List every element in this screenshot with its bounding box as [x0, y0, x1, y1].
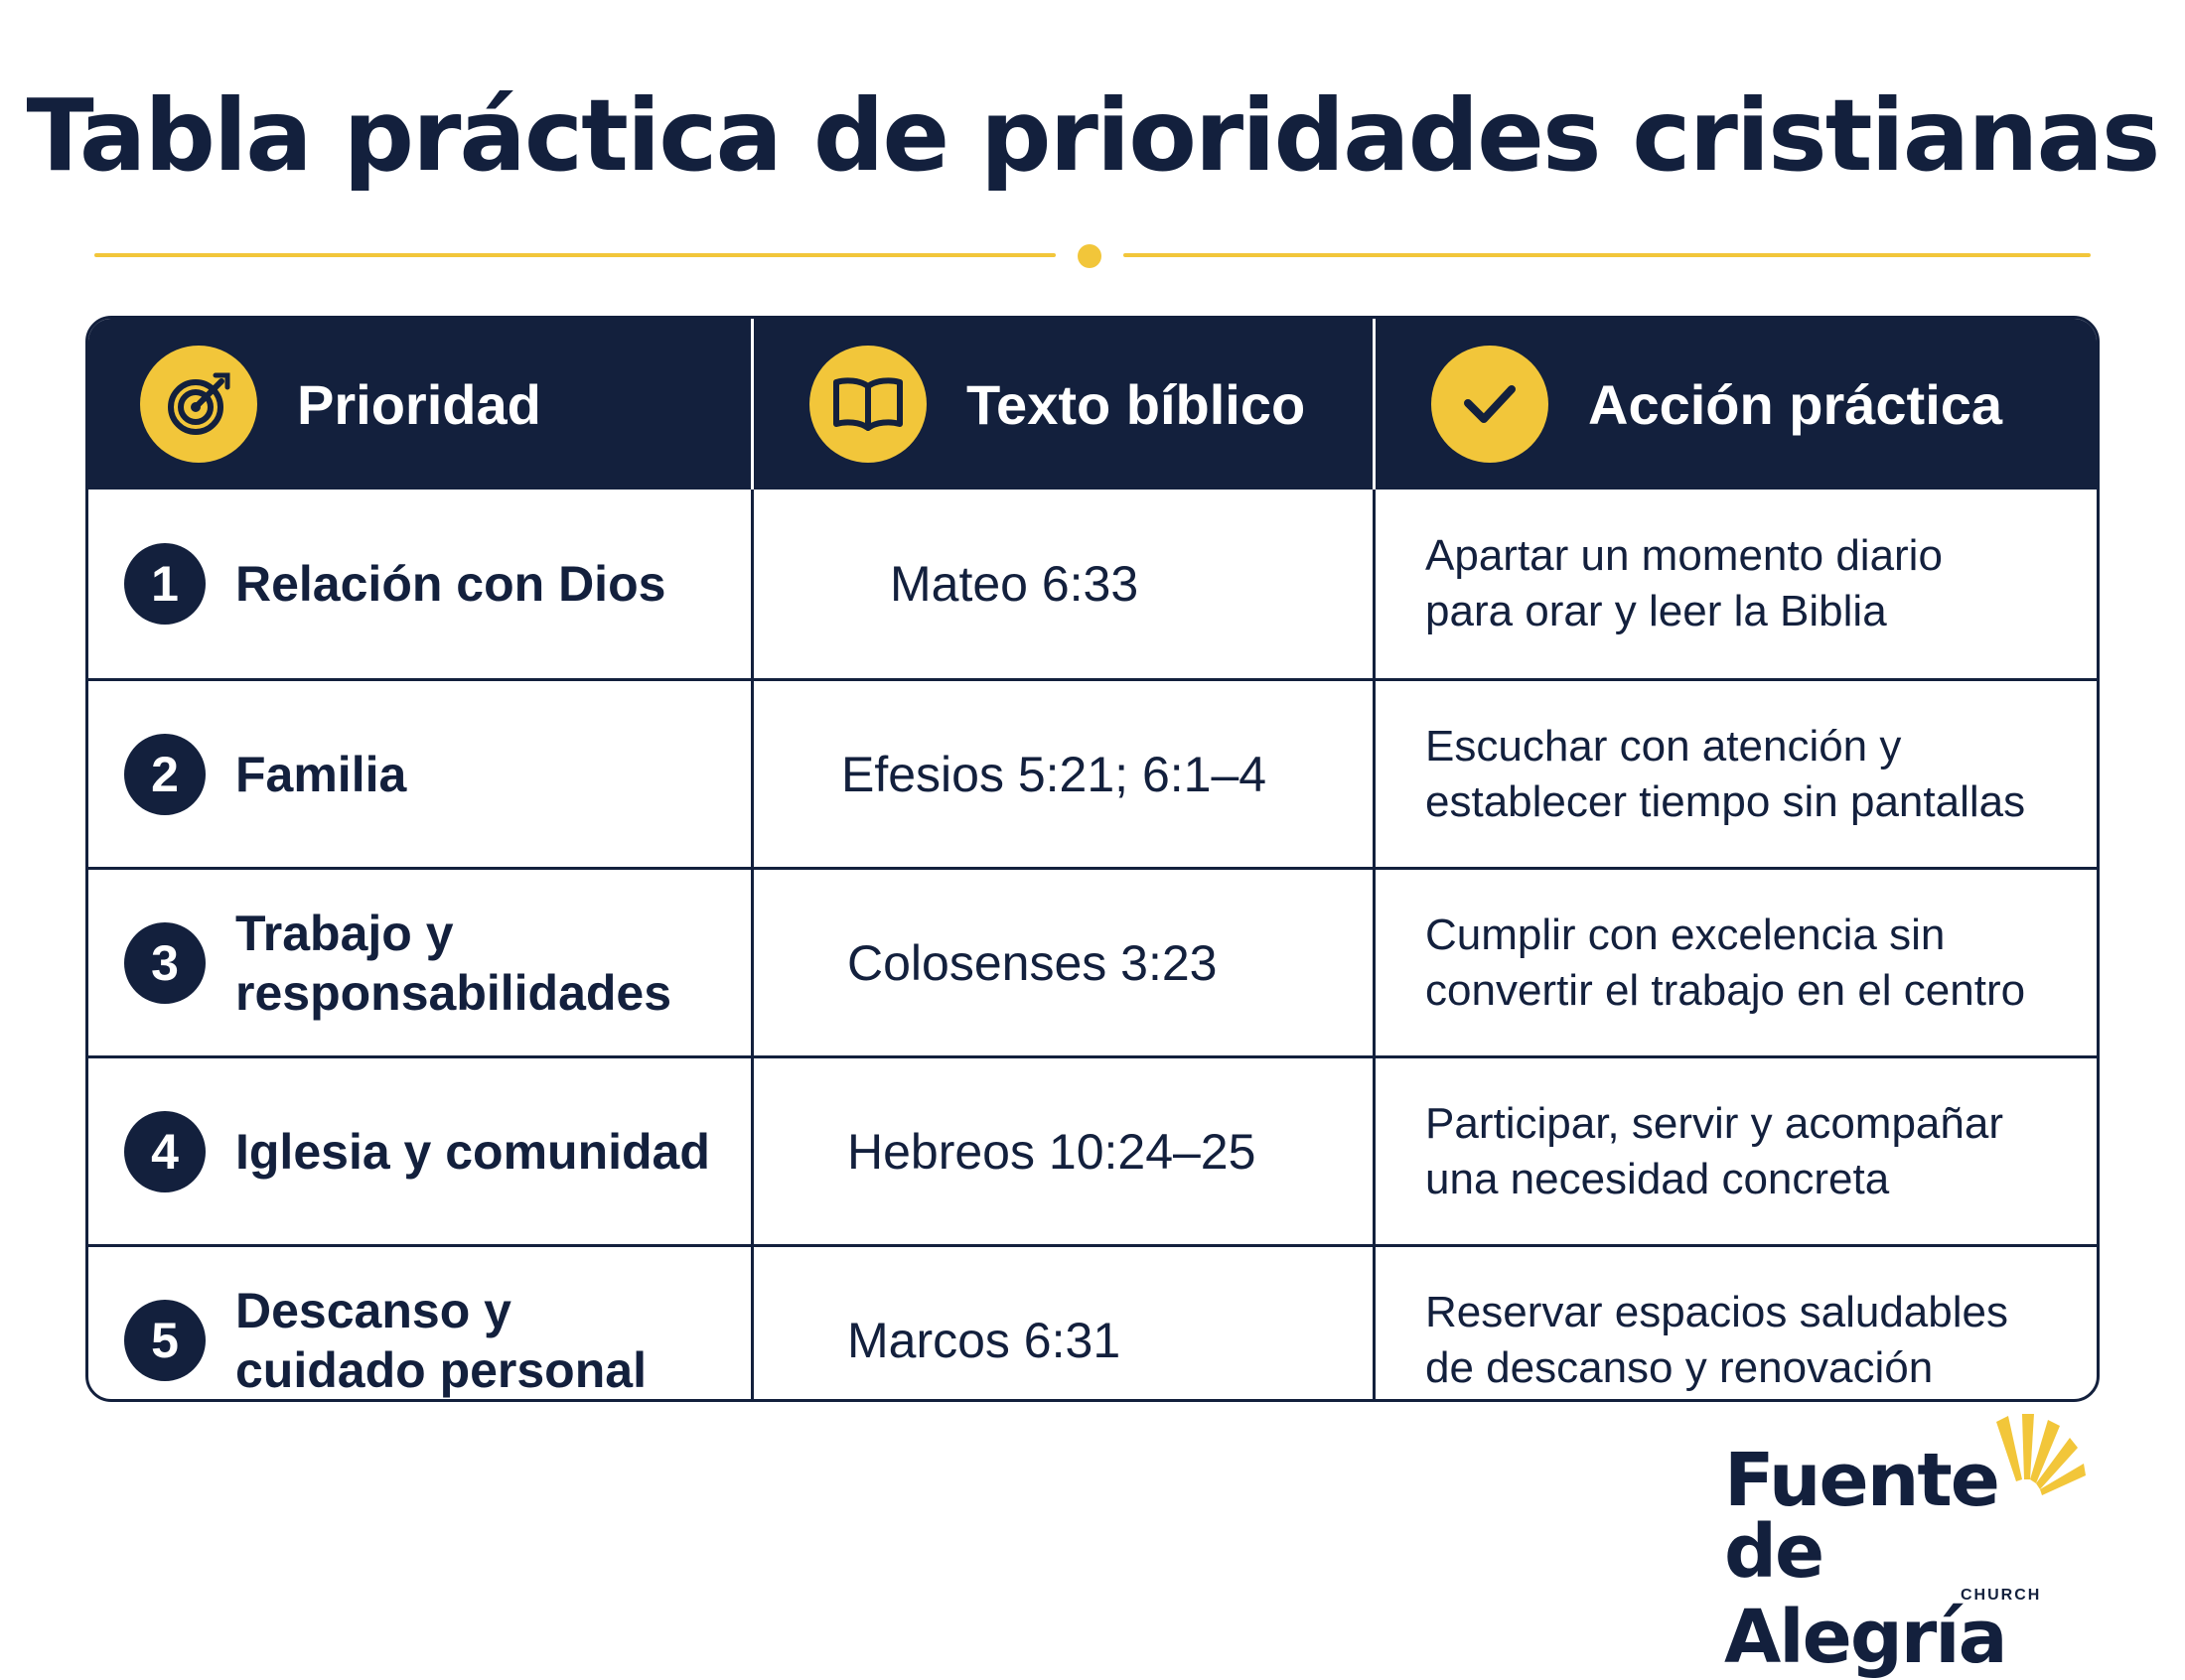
action-cell: Participar, servir y acompañar una necesi… [1373, 1058, 2097, 1244]
title-divider [94, 244, 2091, 268]
header-bible-text-label: Texto bíblico [966, 372, 1306, 436]
bible-reference: Efesios 5:21; 6:1–4 [841, 746, 1267, 802]
action-line-2: convertir el trabajo en el centro [1425, 965, 2026, 1015]
priority-cell: 2 Familia [88, 681, 751, 867]
table-row: 1 Relación con Dios Mateo 6:33 Apartar u… [88, 490, 2097, 678]
priorities-table: Prioridad Texto bíblico Acción práctica [85, 316, 2100, 1402]
sunburst-icon [1996, 1414, 2086, 1495]
checkmark-icon [1431, 346, 1548, 463]
bible-reference: Marcos 6:31 [847, 1312, 1121, 1368]
bible-reference: Colosenses 3:23 [847, 934, 1218, 991]
church-logo: Fuente de Alegría CHURCH [1724, 1410, 2092, 1680]
action-line-1: Reservar espacios saludables [1425, 1287, 2008, 1336]
priority-label: Descanso y cuidado personal [235, 1282, 647, 1398]
action-line-1: Cumplir con excelencia sin [1425, 910, 1946, 959]
row-number-badge: 2 [124, 733, 206, 815]
table-row: 3 Trabajo y responsabilidades Colosenses… [88, 867, 2097, 1055]
action-line-1: Escuchar con atención y [1425, 721, 1902, 770]
action-line-1: Apartar un momento diario [1425, 531, 1943, 580]
header-action: Acción práctica [1373, 319, 2097, 490]
divider-dot [1078, 244, 1101, 268]
bible-reference: Hebreos 10:24–25 [847, 1123, 1256, 1180]
priority-label: Iglesia y comunidad [235, 1123, 710, 1180]
header-priority-label: Prioridad [297, 372, 541, 436]
bible-text-cell: Efesios 5:21; 6:1–4 [751, 681, 1373, 867]
action-line-1: Participar, servir y acompañar [1425, 1098, 2003, 1148]
table-row: 5 Descanso y cuidado personal Marcos 6:3… [88, 1244, 2097, 1399]
header-bible-text: Texto bíblico [751, 319, 1373, 490]
header-action-label: Acción práctica [1588, 372, 2003, 436]
row-number-badge: 4 [124, 1110, 206, 1192]
bible-text-cell: Colosenses 3:23 [751, 870, 1373, 1055]
row-number-badge: 5 [124, 1299, 206, 1381]
target-icon [140, 346, 257, 463]
action-cell: Apartar un momento diario para orar y lee… [1373, 490, 2097, 678]
bible-text-cell: Marcos 6:31 [751, 1247, 1373, 1399]
action-line-2: una necesidad concreta [1425, 1154, 1890, 1203]
action-cell: Escuchar con atención y establecer tiempo… [1373, 681, 2097, 867]
action-cell: Reservar espacios saludables de descanso … [1373, 1247, 2097, 1399]
bible-reference: Mateo 6:33 [890, 556, 1139, 612]
table-row: 4 Iglesia y comunidad Hebreos 10:24–25 P… [88, 1055, 2097, 1244]
row-number-badge: 3 [124, 921, 206, 1004]
open-book-icon [809, 346, 927, 463]
row-number-badge: 1 [124, 543, 206, 625]
bible-text-cell: Mateo 6:33 [751, 490, 1373, 678]
action-cell: Cumplir con excelencia sin convertir el t… [1373, 870, 2097, 1055]
table-row: 2 Familia Efesios 5:21; 6:1–4 Escuchar c… [88, 678, 2097, 867]
priority-cell: 5 Descanso y cuidado personal [88, 1247, 751, 1399]
action-line-2: establecer tiempo sin pantallas [1425, 776, 2026, 826]
priority-cell: 3 Trabajo y responsabilidades [88, 870, 751, 1055]
logo-line-3: CHURCH [1961, 1587, 2042, 1604]
priority-cell: 1 Relación con Dios [88, 490, 751, 678]
table-header: Prioridad Texto bíblico Acción práctica [88, 319, 2097, 490]
priority-cell: 4 Iglesia y comunidad [88, 1058, 751, 1244]
priority-label: Familia [235, 746, 407, 802]
priority-label: Trabajo y responsabilidades [235, 905, 672, 1021]
page-title: Tabla práctica de prioridades cristianas [26, 77, 2161, 194]
action-line-2: de descanso y renovación [1425, 1342, 1934, 1392]
logo-line-1: Fuente [1724, 1438, 2000, 1523]
bible-text-cell: Hebreos 10:24–25 [751, 1058, 1373, 1244]
header-priority: Prioridad [88, 319, 751, 490]
priority-label: Relación con Dios [235, 556, 666, 612]
action-line-2: para orar y leer la Biblia [1425, 587, 1887, 635]
